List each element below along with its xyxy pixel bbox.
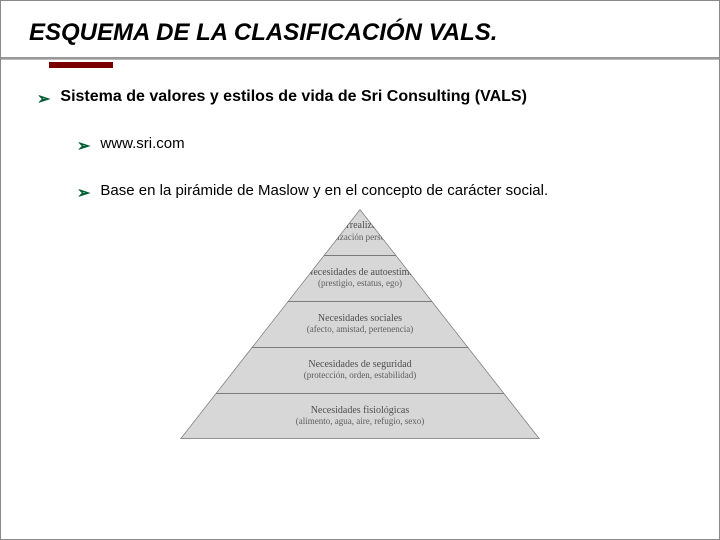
pyramid-level-title: Necesidades de autoestima bbox=[284, 268, 435, 279]
pyramid-level-title: Necesidades sociales bbox=[256, 314, 465, 325]
bullet-main: ➢ Sistema de valores y estilos de vida d… bbox=[37, 88, 683, 109]
pyramid-level-title: Autorrealización bbox=[313, 221, 407, 232]
pyramid-level: Necesidades de autoestima(prestigio, est… bbox=[284, 255, 435, 301]
pyramid-level: Necesidades sociales(afecto, amistad, pe… bbox=[256, 301, 465, 347]
pyramid-level-sub: (realización personal) bbox=[313, 233, 407, 242]
maslow-pyramid: Autorrealización(realización personal)Ne… bbox=[180, 209, 540, 439]
bullet-glyph-icon: ➢ bbox=[37, 88, 50, 109]
pyramid-container: Autorrealización(realización personal)Ne… bbox=[37, 209, 683, 439]
pyramid-level-title: Necesidades de seguridad bbox=[223, 360, 497, 371]
slide-title: ESQUEMA DE LA CLASIFICACIÓN VALS. bbox=[1, 1, 719, 57]
bullet-sub-2: ➢ Base en la pirámide de Maslow y en el … bbox=[77, 182, 683, 203]
pyramid-level-sub: (alimento, agua, aire, refugio, sexo) bbox=[191, 417, 529, 426]
content-area: ➢ Sistema de valores y estilos de vida d… bbox=[1, 60, 719, 439]
bullet-sub2-text: Base en la pirámide de Maslow y en el co… bbox=[100, 182, 548, 199]
pyramid-level: Autorrealización(realización personal) bbox=[313, 209, 407, 255]
bullet-main-text: Sistema de valores y estilos de vida de … bbox=[60, 88, 527, 106]
pyramid-level-sub: (protección, orden, estabilidad) bbox=[223, 371, 497, 380]
bullet-glyph-icon: ➢ bbox=[77, 135, 90, 156]
bullet-sub1-text: www.sri.com bbox=[100, 135, 184, 152]
pyramid-level: Necesidades de seguridad(protección, ord… bbox=[223, 347, 497, 393]
pyramid-level-title: Necesidades fisiológicas bbox=[191, 406, 529, 417]
bullet-sub-1: ➢ www.sri.com bbox=[77, 135, 683, 156]
pyramid-level: Necesidades fisiológicas(alimento, agua,… bbox=[191, 393, 529, 439]
bullet-glyph-icon: ➢ bbox=[77, 182, 90, 203]
accent-bar bbox=[49, 62, 113, 68]
pyramid-level-sub: (afecto, amistad, pertenencia) bbox=[256, 325, 465, 334]
pyramid-level-sub: (prestigio, estatus, ego) bbox=[284, 279, 435, 288]
